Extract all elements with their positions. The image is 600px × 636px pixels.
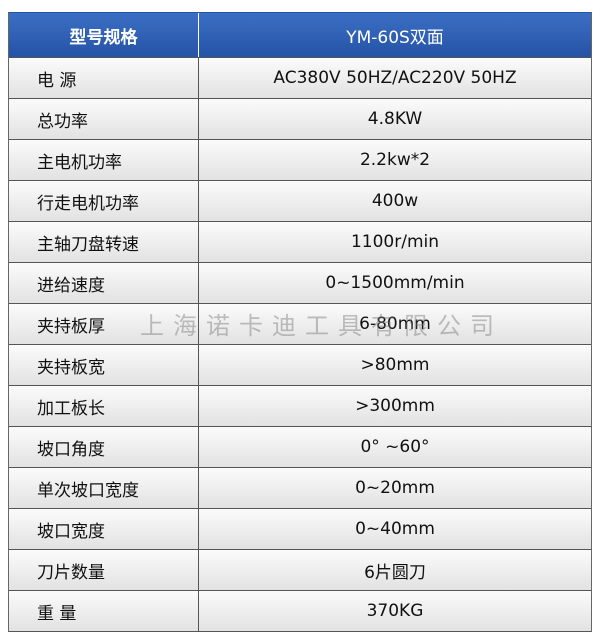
- param-value: 6片圆刀: [364, 562, 426, 583]
- param-name: 电 源: [9, 58, 199, 98]
- param-value: >300mm: [355, 396, 435, 416]
- table-row: 夹持板厚 6-80mm: [9, 304, 591, 345]
- param-value: 370KG: [366, 601, 424, 621]
- table-row: 主电机功率 2.2kw*2: [9, 140, 591, 181]
- param-name: 重 量: [9, 591, 199, 631]
- param-name: 加工板长: [9, 386, 199, 426]
- param-value: 1100r/min: [350, 232, 440, 252]
- param-value: 0° ~60°: [360, 437, 430, 457]
- param-value: 0~40mm: [355, 519, 435, 539]
- param-name: 刀片数量: [9, 550, 199, 590]
- param-name: 主电机功率: [9, 140, 199, 180]
- param-value: 0~20mm: [355, 478, 435, 498]
- param-name: 总功率: [9, 99, 199, 139]
- table-row: 总功率 4.8KW: [9, 99, 591, 140]
- header-cell: 型号规格: [9, 13, 199, 57]
- spec-table: 型号规格 YM-60S双面电 源 AC380V 50HZ/AC220V 50HZ 总功…: [8, 12, 592, 632]
- param-value: 6-80mm: [359, 314, 431, 334]
- param-name: 坡口宽度: [9, 509, 199, 549]
- table-row: 加工板长 >300mm: [9, 386, 591, 427]
- param-name: 坡口角度: [9, 427, 199, 467]
- table-row: 电 源 AC380V 50HZ/AC220V 50HZ: [9, 58, 591, 99]
- param-value: 0~1500mm/min: [325, 273, 465, 293]
- header-cell: YM-60S双面: [346, 27, 444, 48]
- param-name: 单次坡口宽度: [9, 468, 199, 508]
- param-name: 进给速度: [9, 263, 199, 303]
- param-value: 4.8KW: [367, 109, 423, 129]
- param-value: 400w: [371, 191, 419, 211]
- param-value: AC380V 50HZ/AC220V 50HZ: [273, 68, 517, 88]
- table-row: 行走电机功率 400w: [9, 181, 591, 222]
- table-row: 坡口宽度 0~40mm: [9, 509, 591, 550]
- param-value: 2.2kw*2: [359, 150, 431, 170]
- table-row: 进给速度 0~1500mm/min: [9, 263, 591, 304]
- param-name: 行走电机功率: [9, 181, 199, 221]
- table-row: 重 量 370KG: [9, 591, 591, 632]
- header-row: 型号规格 YM-60S双面: [9, 12, 591, 58]
- table-row: 单次坡口宽度 0~20mm: [9, 468, 591, 509]
- param-name: 夹持板厚: [9, 304, 199, 344]
- param-name: 夹持板宽: [9, 345, 199, 385]
- param-name: 主轴刀盘转速: [9, 222, 199, 262]
- param-value: >80mm: [360, 355, 430, 375]
- table-row: 夹持板宽 >80mm: [9, 345, 591, 386]
- table-row: 坡口角度 0° ~60°: [9, 427, 591, 468]
- table-row: 主轴刀盘转速 1100r/min: [9, 222, 591, 263]
- table-row: 刀片数量 6片圆刀: [9, 550, 591, 591]
